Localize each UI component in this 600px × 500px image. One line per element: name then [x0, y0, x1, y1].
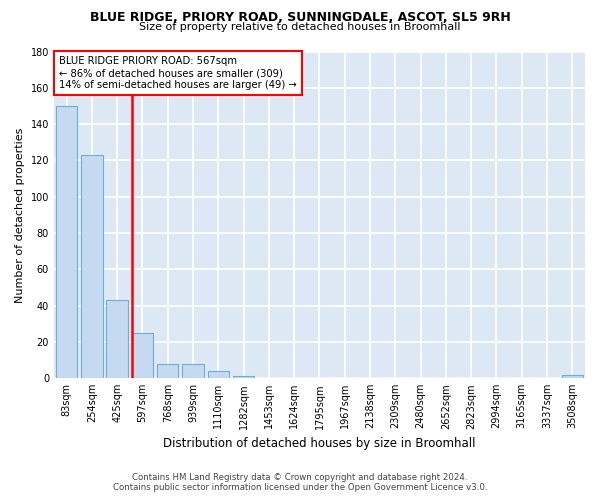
X-axis label: Distribution of detached houses by size in Broomhall: Distribution of detached houses by size …: [163, 437, 476, 450]
Text: Size of property relative to detached houses in Broomhall: Size of property relative to detached ho…: [139, 22, 461, 32]
Text: Contains HM Land Registry data © Crown copyright and database right 2024.
Contai: Contains HM Land Registry data © Crown c…: [113, 473, 487, 492]
Bar: [131, 333, 153, 378]
Bar: [208, 371, 229, 378]
Bar: [106, 300, 128, 378]
Bar: [182, 364, 204, 378]
Bar: [81, 155, 103, 378]
Bar: [157, 364, 178, 378]
Y-axis label: Number of detached properties: Number of detached properties: [15, 127, 25, 302]
Bar: [233, 376, 254, 378]
Bar: [56, 106, 77, 378]
Text: BLUE RIDGE PRIORY ROAD: 567sqm
← 86% of detached houses are smaller (309)
14% of: BLUE RIDGE PRIORY ROAD: 567sqm ← 86% of …: [59, 56, 297, 90]
Text: BLUE RIDGE, PRIORY ROAD, SUNNINGDALE, ASCOT, SL5 9RH: BLUE RIDGE, PRIORY ROAD, SUNNINGDALE, AS…: [89, 11, 511, 24]
Bar: [562, 374, 583, 378]
